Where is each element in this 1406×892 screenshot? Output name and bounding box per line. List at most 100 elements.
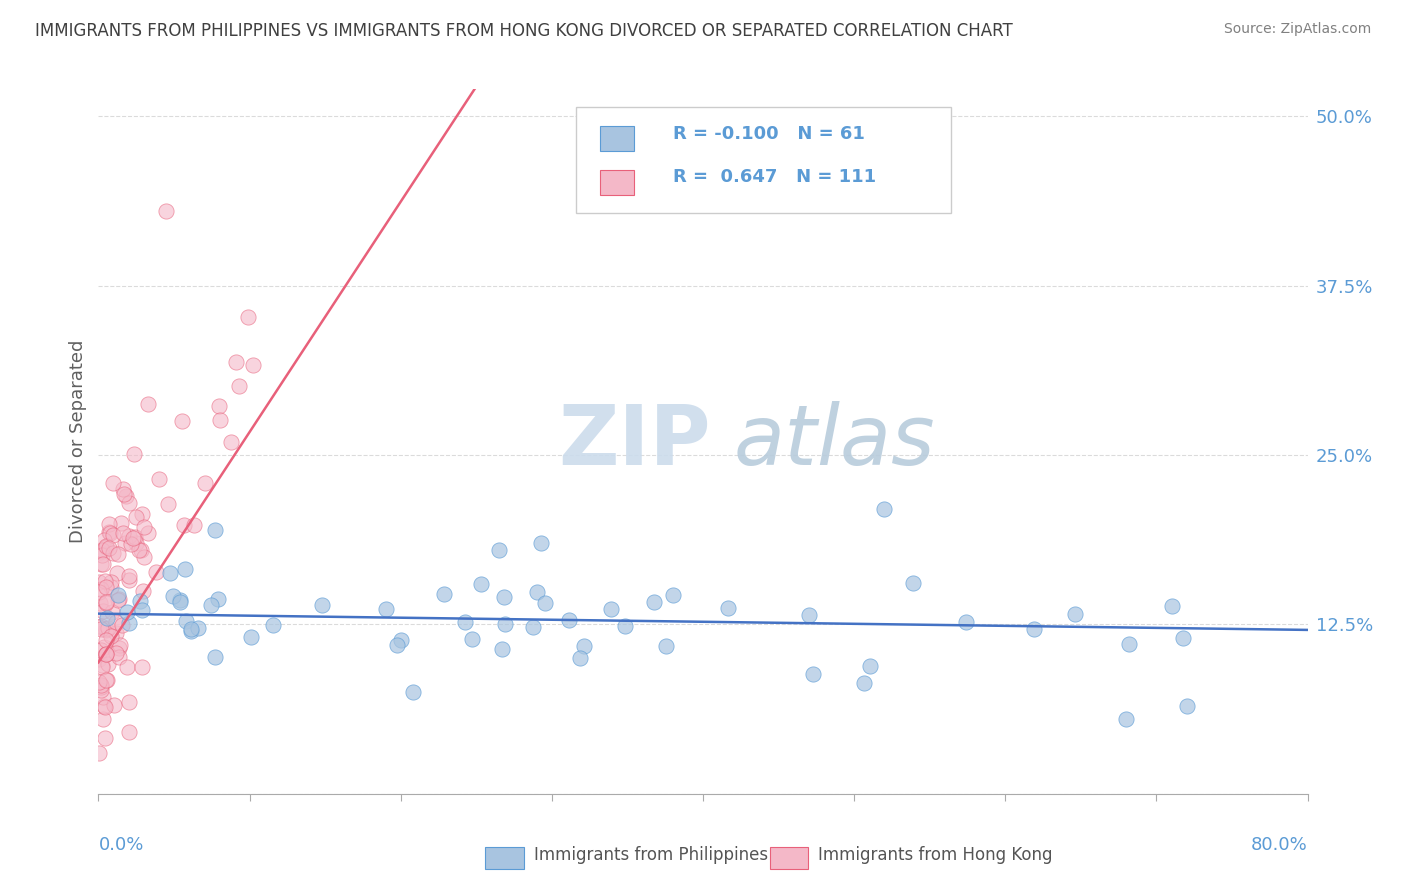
Point [225, 355, 247, 369]
Point [129, 543, 152, 558]
Point [105, 646, 128, 660]
Point [90, 619, 112, 633]
Point [1118, 637, 1140, 651]
Point [98, 524, 121, 539]
Text: 0.0%: 0.0% [98, 836, 143, 855]
Point [91, 659, 114, 673]
Point [240, 630, 263, 644]
Point [460, 632, 482, 646]
Point [262, 618, 284, 632]
Point [1173, 631, 1195, 645]
Point [101, 528, 124, 542]
FancyBboxPatch shape [485, 847, 524, 870]
Point [94, 574, 117, 588]
Point [94, 647, 117, 661]
Point [385, 638, 408, 652]
Point [105, 615, 128, 629]
Point [118, 615, 141, 630]
Point [148, 472, 170, 486]
Point [125, 509, 148, 524]
FancyBboxPatch shape [600, 169, 634, 194]
Point [157, 497, 180, 511]
Point [114, 536, 136, 550]
Point [209, 413, 232, 427]
Point [98, 541, 121, 555]
Point [194, 475, 217, 490]
Point [96, 622, 118, 636]
Point [228, 379, 250, 393]
Point [93, 698, 115, 713]
Point [104, 626, 127, 640]
Point [100, 580, 122, 594]
Point [128, 543, 150, 558]
Point [169, 592, 191, 607]
Point [117, 573, 139, 587]
Point [89, 574, 111, 589]
Point [118, 495, 141, 509]
Point [101, 546, 124, 560]
Point [89, 544, 111, 558]
Point [136, 525, 159, 540]
Point [494, 616, 516, 631]
Point [115, 605, 138, 619]
Point [534, 596, 557, 610]
Point [100, 629, 122, 643]
Point [94, 595, 117, 609]
Point [107, 588, 129, 602]
Point [94, 647, 117, 661]
Text: Source: ZipAtlas.com: Source: ZipAtlas.com [1223, 22, 1371, 37]
Point [108, 640, 131, 655]
Point [111, 526, 134, 541]
Point [111, 482, 134, 496]
FancyBboxPatch shape [600, 126, 634, 152]
Point [107, 547, 129, 561]
Point [1175, 698, 1198, 713]
Point [94, 597, 117, 611]
Point [238, 310, 260, 325]
Point [433, 587, 456, 601]
Point [91, 604, 114, 618]
Point [91, 712, 114, 726]
Point [207, 591, 229, 606]
Point [204, 650, 226, 665]
Point [170, 414, 193, 428]
Point [572, 639, 595, 653]
Point [187, 622, 209, 636]
Point [100, 605, 122, 619]
Point [183, 517, 205, 532]
Point [1063, 607, 1085, 621]
Point [132, 520, 155, 534]
Point [494, 591, 516, 605]
Point [311, 598, 333, 612]
Point [98, 526, 121, 541]
Point [132, 549, 155, 564]
Point [89, 746, 111, 760]
Point [94, 540, 117, 554]
Point [204, 523, 226, 537]
Point [955, 615, 977, 629]
Point [118, 725, 141, 739]
Point [174, 562, 197, 576]
Point [526, 585, 548, 599]
Point [118, 695, 141, 709]
Point [470, 577, 492, 591]
Point [89, 674, 111, 689]
Point [97, 657, 120, 671]
Point [121, 531, 143, 545]
Text: atlas: atlas [734, 401, 935, 482]
Point [155, 204, 177, 219]
Point [89, 619, 111, 633]
Point [90, 582, 112, 597]
Point [125, 536, 148, 550]
Point [801, 667, 824, 681]
Point [903, 576, 925, 591]
Point [208, 399, 231, 413]
Text: ZIP: ZIP [558, 401, 710, 482]
Point [717, 600, 740, 615]
Point [120, 537, 142, 551]
Point [169, 595, 191, 609]
Point [488, 542, 510, 557]
Point [122, 447, 145, 461]
Point [117, 660, 139, 674]
Point [90, 622, 112, 636]
